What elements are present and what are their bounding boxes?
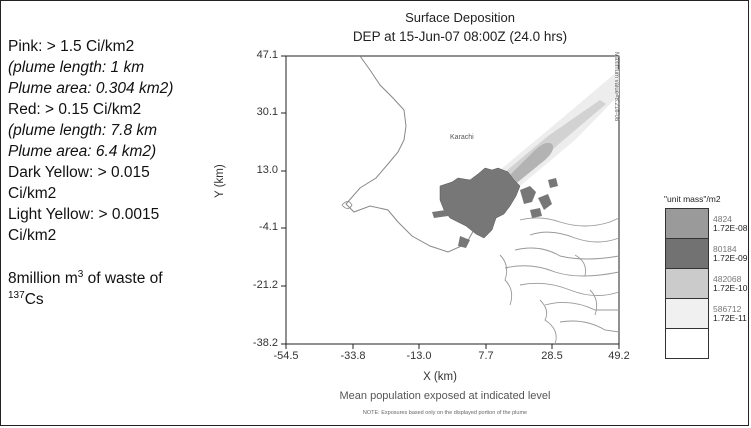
colorbar-level: 1.72E-09 <box>713 253 748 263</box>
pink-plume-area: Plume area: 0.304 km2) <box>8 80 174 97</box>
plume-red <box>500 142 554 190</box>
pink-threshold: Pink: > 1.5 Ci/km2 <box>8 38 135 55</box>
exposure-note: NOTE: Exposures based only on the displa… <box>362 410 528 416</box>
colorbar-count: 482068 <box>713 274 742 284</box>
x-tick-label: -33.8 <box>340 350 366 362</box>
city-label: Karachi <box>450 134 474 141</box>
colorbar-count: 586712 <box>713 304 742 314</box>
deposition-dark-region <box>439 167 521 239</box>
map-title: Surface Deposition <box>405 10 515 25</box>
y-tick-label: 47.1 <box>256 49 278 61</box>
small-island <box>341 201 353 209</box>
colorbar-swatch <box>665 298 709 329</box>
light-yellow-threshold: Light Yellow: > 0.0015 <box>8 206 160 223</box>
deposition-dark-patch-6 <box>458 236 470 248</box>
maximum-value-text: Maximum value=8.21e-08 <box>613 52 619 122</box>
y-tick-label: -21.2 <box>252 279 278 291</box>
y-tick-label: 30.1 <box>256 106 278 118</box>
colorbar-swatch <box>665 238 709 269</box>
red-plume-length: (plume length: 7.8 km <box>8 122 158 139</box>
pink-plume-length: (plume length: 1 km <box>8 59 145 76</box>
colorbar-swatch <box>665 268 709 299</box>
colorbar-swatch <box>665 208 709 239</box>
x-ticks <box>285 344 620 349</box>
x-tick-label: -54.5 <box>273 350 299 362</box>
y-tick-label: -4.1 <box>259 221 278 233</box>
plume-legend-text: Pink: > 1.5 Ci/km2 (plume length: 1 km P… <box>8 36 238 310</box>
x-tick-label: -13.0 <box>406 350 432 362</box>
colorbar-count: 80184 <box>713 244 737 254</box>
red-plume-area: Plume area: 6.4 km2) <box>8 143 157 160</box>
deposition-dark-patch-5 <box>432 208 462 218</box>
deposition-dark-patch-4 <box>548 178 558 188</box>
waste-volume-text: 8million m3 of waste of <box>8 268 163 287</box>
y-tick-label: 13.0 <box>256 164 278 176</box>
population-caption: Mean population exposed at indicated lev… <box>339 390 551 402</box>
y-ticks <box>281 55 286 345</box>
colorbar-count: 4824 <box>713 214 732 224</box>
colorbar-level: 1.72E-10 <box>713 283 748 293</box>
x-axis-label: X (km) <box>423 371 457 383</box>
deposition-dark-patch-3 <box>530 208 542 218</box>
delta-creeks <box>499 217 620 345</box>
deposition-dark-patch-2 <box>538 194 552 210</box>
coastline <box>345 55 491 253</box>
colorbar-level: 1.72E-08 <box>713 223 748 233</box>
x-tick-label: 49.2 <box>608 350 630 362</box>
deposition-dark-patch-1 <box>520 186 536 204</box>
plot-frame <box>285 55 620 345</box>
x-tick-label: 28.5 <box>541 350 563 362</box>
map-subtitle: DEP at 15-Jun-07 08:00Z (24.0 hrs) <box>352 29 568 44</box>
y-tick-label: -38.2 <box>252 337 278 349</box>
y-axis-label: Y (km) <box>214 164 226 198</box>
dark-yellow-unit: Ci/km2 <box>8 185 57 202</box>
colorbar-title: "unit mass"/m2 <box>664 194 721 204</box>
light-yellow-unit: Ci/km2 <box>8 227 57 244</box>
red-threshold: Red: > 0.15 Ci/km2 <box>8 101 142 118</box>
colorbar-swatch <box>665 328 709 359</box>
x-tick-label: 7.7 <box>478 350 494 362</box>
colorbar-level: 1.72E-11 <box>713 313 747 323</box>
isotope-text: 137Cs <box>8 289 44 308</box>
dark-yellow-threshold: Dark Yellow: > 0.015 <box>8 164 150 181</box>
